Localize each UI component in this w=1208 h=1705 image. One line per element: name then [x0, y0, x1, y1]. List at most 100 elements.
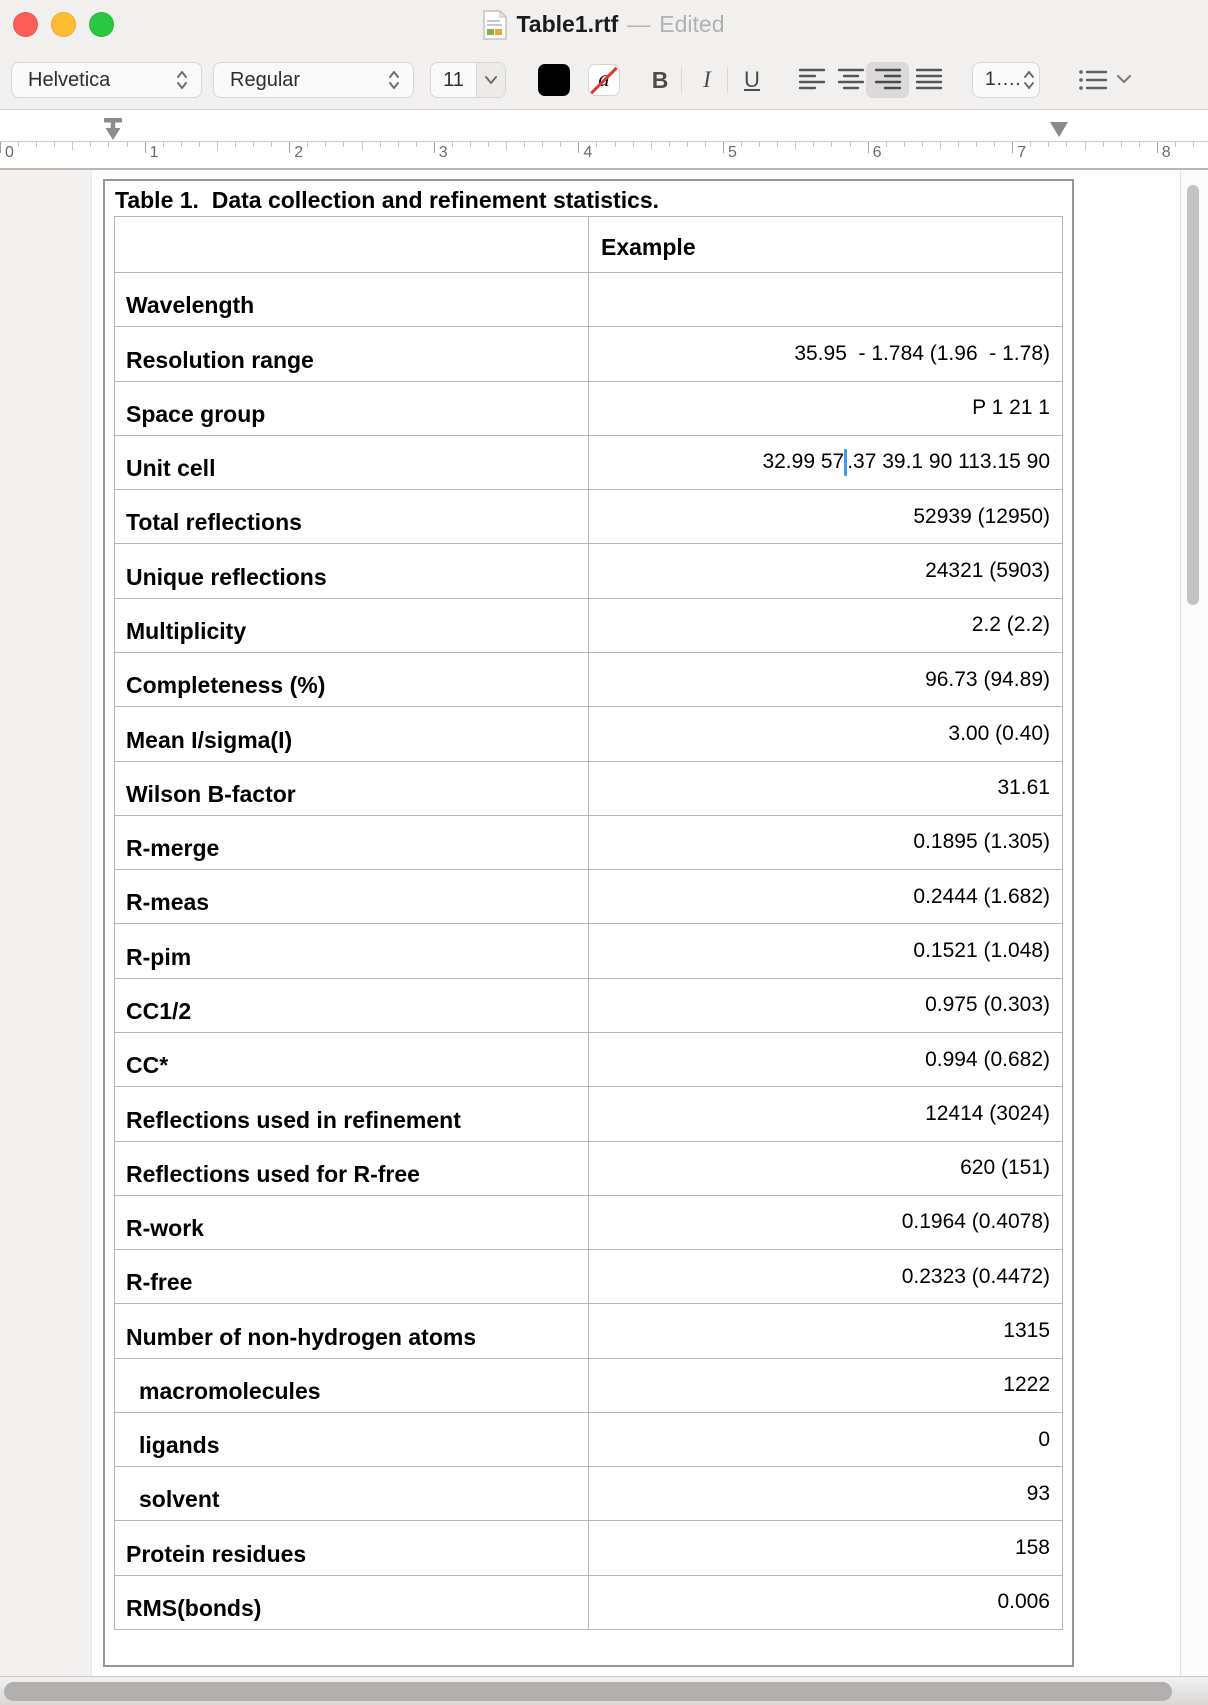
- row-label[interactable]: Wavelength: [115, 273, 589, 327]
- row-label[interactable]: ligands: [115, 1412, 589, 1467]
- row-value[interactable]: P 1 21 1: [972, 396, 1050, 420]
- row-label[interactable]: Protein residues: [115, 1521, 589, 1575]
- first-line-indent-marker[interactable]: [103, 117, 123, 141]
- font-family-select[interactable]: Helvetica: [11, 62, 202, 98]
- statistics-table[interactable]: Example Wavelength Resolution range 35.95 -…: [114, 216, 1063, 1630]
- table-row[interactable]: CC1/2 0.975 (0.303): [115, 977, 1062, 1032]
- document-icon[interactable]: [483, 9, 508, 40]
- table-row[interactable]: Total reflections 52939 (12950): [115, 489, 1062, 544]
- row-label[interactable]: Reflections used in refinement: [115, 1087, 589, 1141]
- table-row[interactable]: Unit cell 32.99 57.37 39.1 90 113.15 90: [115, 434, 1062, 490]
- row-label[interactable]: R-meas: [115, 870, 589, 924]
- row-value[interactable]: 620 (151): [960, 1156, 1050, 1180]
- row-value[interactable]: 1315: [1003, 1318, 1050, 1342]
- row-label[interactable]: Total reflections: [115, 490, 589, 544]
- vertical-scrollbar[interactable]: [1180, 170, 1208, 1676]
- table-row[interactable]: Reflections used for R-free 620 (151): [115, 1140, 1062, 1195]
- titlebar[interactable]: Table1.rtf — Edited: [0, 0, 1208, 49]
- row-value[interactable]: 158: [1014, 1536, 1050, 1560]
- row-value[interactable]: 35.95 - 1.784 (1.96 - 1.78): [794, 341, 1050, 365]
- horizontal-scrollbar[interactable]: [0, 1676, 1208, 1705]
- table-row[interactable]: Wilson B-factor 31.61: [115, 760, 1062, 815]
- row-label[interactable]: R-merge: [115, 815, 589, 870]
- table-row[interactable]: Completeness (%) 96.73 (94.89): [115, 651, 1062, 707]
- row-label[interactable]: Reflections used for R-free: [115, 1141, 589, 1195]
- row-value[interactable]: 0.994 (0.682): [925, 1047, 1050, 1071]
- row-label[interactable]: Mean I/sigma(I): [115, 707, 589, 761]
- table-row[interactable]: Number of non-hydrogen atoms 1315: [115, 1303, 1062, 1358]
- row-value[interactable]: 0.975 (0.303): [925, 993, 1050, 1017]
- ruler[interactable]: 0 1 2 3 4 5 6 7 8: [0, 110, 1208, 170]
- column-header-example[interactable]: Example: [601, 234, 696, 260]
- list-style-icon[interactable]: [1078, 68, 1108, 92]
- highlight-color-swatch[interactable]: a: [588, 64, 620, 96]
- document-area[interactable]: Table 1. Data collection and refinement …: [0, 170, 1208, 1676]
- row-value[interactable]: 2.2 (2.2): [971, 613, 1050, 637]
- row-label[interactable]: [115, 217, 589, 272]
- align-center-icon[interactable]: [837, 66, 865, 92]
- bold-button[interactable]: B: [651, 66, 669, 93]
- row-value[interactable]: 0.1964 (0.4078): [901, 1210, 1050, 1234]
- table-header-row[interactable]: Example: [115, 217, 1062, 272]
- table-row[interactable]: Space group P 1 21 1: [115, 380, 1062, 435]
- row-value[interactable]: 31.61: [997, 776, 1050, 800]
- row-value[interactable]: 0: [1038, 1427, 1050, 1451]
- row-label[interactable]: Resolution range: [115, 327, 589, 381]
- vertical-scrollbar-thumb[interactable]: [1187, 185, 1199, 605]
- chevron-down-icon[interactable]: [1116, 74, 1132, 85]
- row-value[interactable]: 0.006: [997, 1590, 1050, 1614]
- row-label[interactable]: R-pim: [115, 924, 589, 978]
- table-row[interactable]: Resolution range 35.95 - 1.784 (1.96 - 1.…: [115, 326, 1062, 381]
- row-label[interactable]: R-work: [115, 1195, 589, 1250]
- row-value[interactable]: 0.1521 (1.048): [913, 939, 1050, 963]
- row-label[interactable]: CC1/2: [115, 978, 589, 1032]
- horizontal-scrollbar-thumb[interactable]: [4, 1682, 1172, 1701]
- table-row[interactable]: Mean I/sigma(I) 3.00 (0.40): [115, 706, 1062, 761]
- align-right-icon[interactable]: [874, 66, 902, 92]
- row-label[interactable]: R-free: [115, 1250, 589, 1304]
- close-button[interactable]: [13, 12, 38, 37]
- chevron-down-icon[interactable]: [476, 63, 505, 97]
- row-value[interactable]: 12414 (3024): [925, 1101, 1050, 1125]
- align-left-icon[interactable]: [798, 66, 826, 92]
- row-label[interactable]: Multiplicity: [115, 598, 589, 652]
- row-value[interactable]: 93: [1026, 1481, 1050, 1505]
- row-value[interactable]: 0.2323 (0.4472): [901, 1264, 1050, 1288]
- row-value[interactable]: 3.00 (0.40): [948, 721, 1050, 745]
- table-title[interactable]: Table 1. Data collection and refinement …: [115, 187, 660, 213]
- table-row[interactable]: R-merge 0.1895 (1.305): [115, 814, 1062, 870]
- table-row[interactable]: R-work 0.1964 (0.4078): [115, 1194, 1062, 1250]
- text-color-swatch[interactable]: [538, 64, 570, 96]
- table-row[interactable]: Protein residues 158: [115, 1520, 1062, 1575]
- italic-button[interactable]: I: [703, 67, 711, 92]
- row-label[interactable]: Number of non-hydrogen atoms: [115, 1304, 589, 1358]
- row-label[interactable]: CC*: [115, 1032, 589, 1087]
- row-value[interactable]: 96.73 (94.89): [925, 667, 1050, 691]
- table-row[interactable]: RMS(bonds) 0.006: [115, 1574, 1062, 1630]
- zoom-button[interactable]: [89, 12, 114, 37]
- row-label[interactable]: Completeness (%): [115, 652, 589, 707]
- row-value[interactable]: 32.99 57.37 39.1 90 113.15 90: [589, 436, 1062, 489]
- row-label[interactable]: Unique reflections: [115, 544, 589, 598]
- row-label[interactable]: Wilson B-factor: [115, 761, 589, 815]
- minimize-button[interactable]: [51, 12, 76, 37]
- row-value[interactable]: 0.1895 (1.305): [913, 830, 1050, 854]
- right-margin-marker[interactable]: [1050, 122, 1068, 137]
- row-value[interactable]: 0.2444 (1.682): [913, 884, 1050, 908]
- table-row[interactable]: solvent 93: [115, 1466, 1062, 1521]
- table-row[interactable]: Wavelength: [115, 272, 1062, 327]
- row-label[interactable]: RMS(bonds): [115, 1575, 589, 1630]
- line-spacing-select[interactable]: 1....: [972, 62, 1040, 98]
- table-row[interactable]: CC* 0.994 (0.682): [115, 1031, 1062, 1087]
- table-row[interactable]: R-pim 0.1521 (1.048): [115, 923, 1062, 978]
- table-row[interactable]: R-meas 0.2444 (1.682): [115, 869, 1062, 924]
- row-label[interactable]: Unit cell: [115, 435, 589, 490]
- row-label[interactable]: macromolecules: [115, 1358, 589, 1412]
- table-row[interactable]: R-free 0.2323 (0.4472): [115, 1249, 1062, 1304]
- table-row[interactable]: Multiplicity 2.2 (2.2): [115, 597, 1062, 652]
- row-value[interactable]: [589, 273, 1062, 326]
- row-label[interactable]: Space group: [115, 381, 589, 435]
- table-row[interactable]: Reflections used in refinement 12414 (302…: [115, 1086, 1062, 1141]
- table-row[interactable]: ligands 0: [115, 1411, 1062, 1467]
- font-style-select[interactable]: Regular: [213, 62, 414, 98]
